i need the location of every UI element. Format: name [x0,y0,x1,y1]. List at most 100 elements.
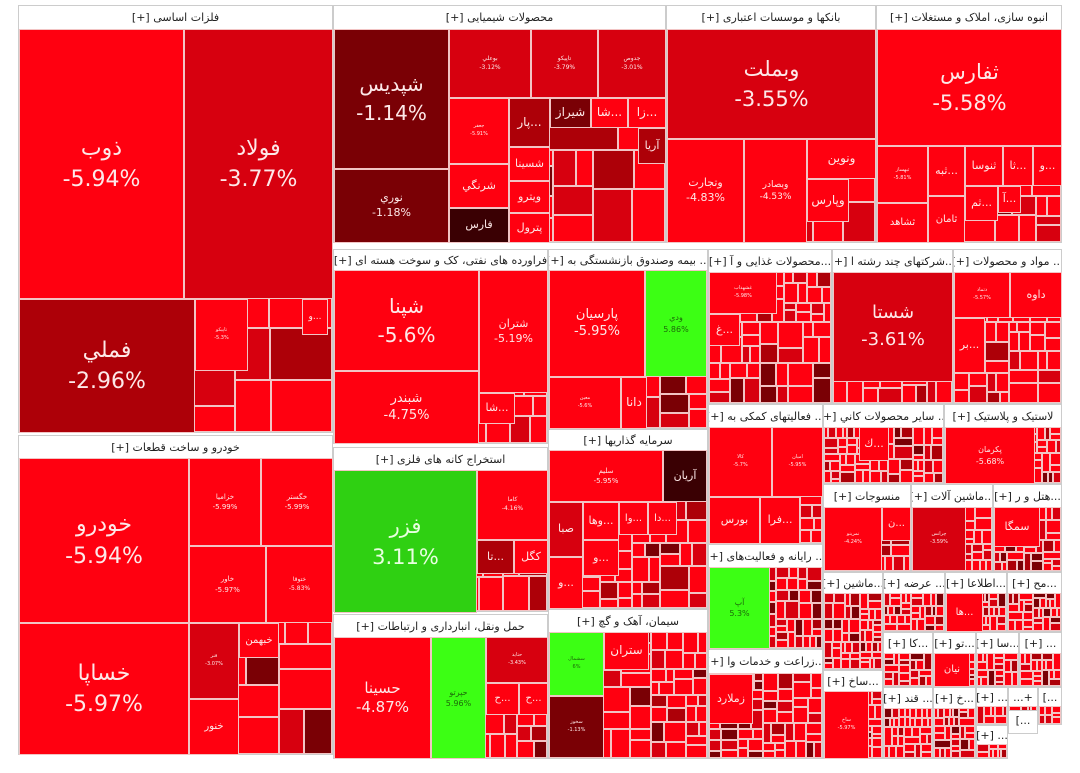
stock-tile-small[interactable] [510,416,530,443]
stock-tile-small[interactable] [910,670,919,678]
stock-tile-small[interactable] [811,303,824,314]
stock-tile[interactable]: خنور [189,699,239,755]
stock-tile-small[interactable] [999,607,1006,616]
stock-tile-small[interactable] [873,620,882,625]
stock-tile-small[interactable] [742,322,760,335]
stock-tile-small[interactable] [632,543,645,557]
stock-tile-small[interactable] [1015,620,1023,631]
stock-tile[interactable]: کاما -4.16% [477,470,548,540]
stock-tile-small[interactable] [693,669,707,678]
stock-tile-small[interactable] [984,716,995,724]
stock-tile-small[interactable] [1038,370,1061,383]
sector-header-expand[interactable]: ... سایر محصولات کاني [+] [824,409,943,423]
stock-tile-small[interactable] [686,706,696,722]
stock-tile-small[interactable] [632,582,642,594]
stock-tile-small[interactable] [819,337,831,363]
sector-header-expand[interactable]: ...مح [+] [1012,576,1057,590]
stock-tile[interactable]: ساخ -5.97% [824,691,869,759]
sector-header-expand[interactable]: ...ساخ [+] [827,674,879,688]
stock-tile-small[interactable] [899,708,905,717]
stock-tile-small[interactable] [824,471,831,483]
stock-tile[interactable]: حتايد -3.43% [486,637,548,683]
stock-tile-small[interactable] [934,748,940,758]
stock-tile-small[interactable] [912,727,920,737]
stock-tile-small[interactable] [898,736,904,746]
stock-tile-small[interactable] [660,566,689,590]
stock-tile[interactable]: اميان -5.95% [772,427,823,497]
stock-tile-small[interactable] [1051,608,1057,617]
stock-tile-small[interactable] [754,673,763,681]
stock-tile-small[interactable] [1045,322,1061,338]
stock-tile-small[interactable] [1031,561,1043,571]
stock-tile-small[interactable] [1042,660,1046,670]
stock-tile-small[interactable] [931,593,936,606]
stock-tile-small[interactable] [660,413,689,428]
stock-tile-small[interactable] [989,599,998,607]
stock-tile-small[interactable] [689,593,707,608]
stock-tile-small[interactable] [843,427,847,438]
stock-tile-small[interactable] [878,642,882,652]
stock-tile-small[interactable] [775,743,785,750]
stock-tile-small[interactable] [1046,520,1061,533]
stock-tile-small[interactable] [784,283,798,303]
stock-tile-small[interactable] [972,560,980,571]
stock-tile-small[interactable] [674,679,693,695]
stock-tile-small[interactable] [1042,653,1053,660]
stock-tile-small[interactable] [811,673,822,688]
stock-tile-small[interactable] [872,734,882,738]
stock-tile-small[interactable] [868,593,882,601]
stock-tile-small[interactable] [763,709,777,723]
stock-tile-small[interactable] [1039,715,1045,724]
stock-tile-small[interactable] [771,735,785,743]
stock-tile-small[interactable] [981,677,988,686]
stock-tile-small[interactable] [479,577,503,611]
stock-tile-small[interactable] [896,746,904,758]
stock-tile-small[interactable] [811,314,824,322]
stock-tile-small[interactable] [1039,608,1043,618]
stock-tile-small[interactable] [933,460,943,473]
stock-tile-small[interactable] [651,707,667,722]
stock-tile[interactable]: دتماد -5.57% [954,272,1010,318]
stock-tile-small[interactable] [600,712,630,729]
stock-tile-small[interactable] [938,708,944,718]
stock-tile-small[interactable] [813,378,831,403]
stock-tile-small[interactable] [778,348,803,363]
stock-tile-small[interactable] [831,471,840,479]
stock-tile[interactable]: غشهداب -5.98% [709,272,777,314]
stock-tile[interactable]: بوعلي -3.12% [449,29,531,98]
stock-tile-small[interactable] [927,379,936,403]
stock-tile-small[interactable] [529,576,547,611]
stock-tile-small[interactable] [911,606,920,613]
stock-tile-small[interactable] [923,593,931,606]
stock-tile-small[interactable] [760,344,778,363]
stock-tile-small[interactable] [692,543,707,566]
stock-tile-small[interactable] [951,746,960,751]
stock-tile-small[interactable] [1043,563,1052,571]
stock-tile-small[interactable] [925,606,932,616]
stock-tile-small[interactable] [618,582,632,598]
stock-tile-small[interactable] [860,630,865,642]
stock-tile-small[interactable] [1011,660,1018,672]
stock-tile-small[interactable] [1001,749,1007,758]
stock-tile-small[interactable] [959,712,968,718]
stock-tile-small[interactable] [892,727,898,736]
stock-tile-small[interactable] [901,609,911,615]
stock-tile-small[interactable] [910,653,924,660]
stock-tile-small[interactable] [884,653,894,659]
stock-tile-small[interactable] [850,653,860,659]
stock-tile-small[interactable] [1037,427,1045,440]
stock-tile-small[interactable] [836,427,843,438]
stock-tile-small[interactable] [866,642,872,652]
stock-tile-small[interactable] [989,749,993,758]
stock-tile-small[interactable] [993,749,998,758]
stock-tile-small[interactable] [991,706,995,716]
stock-tile-small[interactable] [855,470,863,483]
stock-tile-small[interactable] [860,614,869,620]
stock-tile-small[interactable] [1003,706,1007,716]
stock-tile-small[interactable] [960,726,965,739]
stock-tile-small[interactable] [911,593,923,598]
stock-tile-small[interactable] [851,606,860,619]
stock-tile-small[interactable] [1047,196,1061,216]
stock-tile[interactable]: پكرمان -5.68% [945,427,1035,484]
stock-tile-small[interactable] [900,470,913,483]
